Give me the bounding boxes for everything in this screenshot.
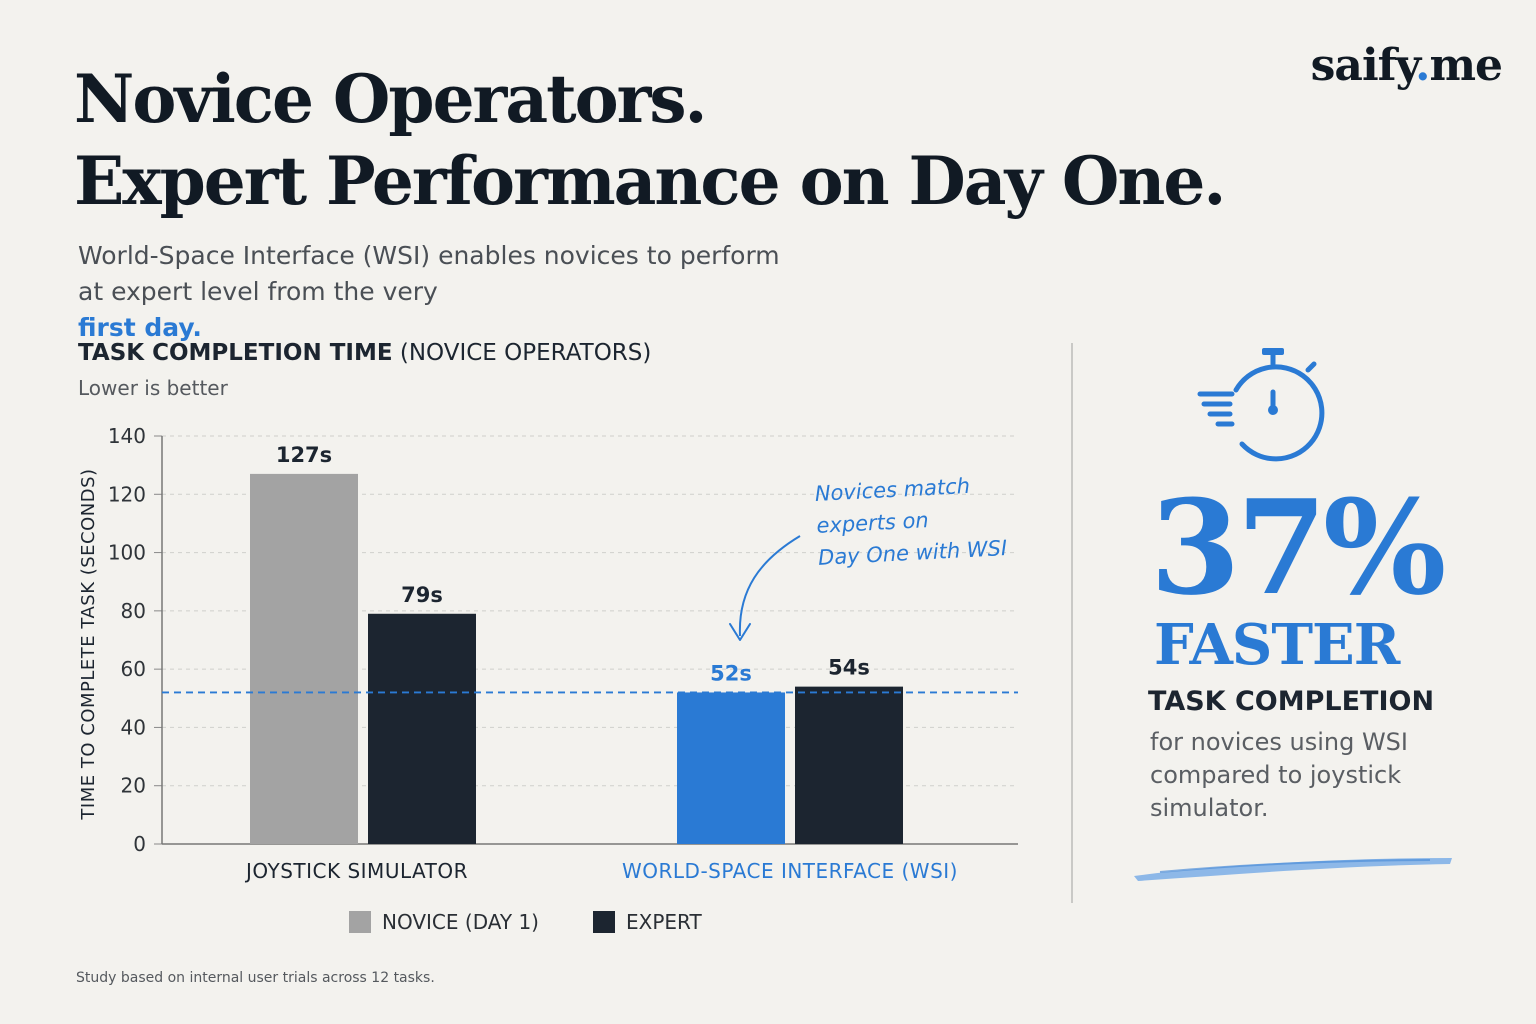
stat-label: TASK COMPLETION: [1148, 686, 1435, 717]
stat-desc-line-2: compared to joystick: [1150, 761, 1402, 789]
bar-chart: 0 20 40 60 80 100 120 140 TIME TO COMPLETE TASK …: [78, 424, 1018, 883]
y-tick-label: 40: [121, 715, 146, 739]
bar-novice: [677, 692, 785, 844]
bar-value-label: 127s: [276, 443, 332, 467]
y-tick-label: 140: [108, 424, 146, 448]
logo-main: saify: [1310, 40, 1416, 91]
bar-value-label: 54s: [828, 656, 870, 680]
logo-tld: me: [1429, 40, 1503, 91]
legend-label-novice: NOVICE (DAY 1): [382, 910, 539, 934]
y-tick-label: 60: [121, 657, 146, 681]
stat-desc-line-1: for novices using WSI: [1150, 728, 1408, 756]
legend-swatch-expert: [593, 911, 615, 933]
title-line-1: Novice Operators.: [74, 60, 708, 138]
y-tick-label: 80: [121, 599, 146, 623]
brand-logo[interactable]: saify.me: [1310, 40, 1503, 91]
page-title: Novice Operators. Expert Performance on …: [74, 58, 1226, 222]
legend-item-expert: EXPERT: [593, 908, 702, 936]
subtitle-line-2-text: at expert level from the very: [78, 277, 438, 306]
stat-description: for novices using WSI compared to joysti…: [1150, 726, 1408, 825]
chart-subtitle: Lower is better: [78, 376, 228, 400]
x-category-label: WORLD-SPACE INTERFACE (WSI): [622, 859, 958, 883]
chart-title-bold: TASK COMPLETION TIME: [78, 340, 393, 366]
bar-expert: [368, 613, 476, 844]
y-axis-label: TIME TO COMPLETE TASK (SECONDS): [78, 468, 99, 820]
subtitle-highlight: first day.: [78, 313, 202, 342]
logo-dot: .: [1415, 40, 1430, 91]
stat-faster: FASTER: [1154, 612, 1400, 678]
chart-title: TASK COMPLETION TIME (NOVICE OPERATORS): [78, 340, 651, 366]
stopwatch-icon: [1197, 348, 1325, 462]
y-tick-label: 0: [133, 832, 146, 856]
bar-novice: [250, 473, 358, 844]
footnote: Study based on internal user trials acro…: [76, 970, 435, 986]
legend-swatch-novice: [349, 911, 371, 933]
y-tick-label: 100: [108, 541, 146, 565]
subtitle-line-1: World-Space Interface (WSI) enables novi…: [78, 241, 780, 270]
stat-desc-line-3: simulator.: [1150, 794, 1269, 822]
y-tick-label: 20: [121, 774, 146, 798]
bar-value-label: 79s: [401, 583, 443, 607]
section-divider: [1071, 343, 1073, 903]
x-category-label: JOYSTICK SIMULATOR: [244, 859, 468, 883]
page-subtitle: World-Space Interface (WSI) enables novi…: [78, 238, 780, 346]
annotation-note: Novices match experts on Day One with WS…: [814, 468, 1008, 574]
legend-label-expert: EXPERT: [626, 910, 702, 934]
chart-title-rest: (NOVICE OPERATORS): [392, 340, 652, 366]
legend-item-novice: NOVICE (DAY 1): [349, 908, 539, 936]
stat-percent: 37%: [1150, 471, 1446, 624]
title-line-2: Expert Performance on Day One.: [74, 142, 1226, 220]
subtitle-line-2: at expert level from the very first day.: [78, 274, 780, 346]
annotation-arrowhead: [729, 623, 751, 641]
bar-expert: [795, 686, 903, 844]
bar-value-label: 52s: [710, 661, 752, 685]
annotation-arrow: [738, 535, 801, 637]
y-tick-label: 120: [108, 482, 146, 506]
brush-stroke: [1134, 858, 1452, 881]
